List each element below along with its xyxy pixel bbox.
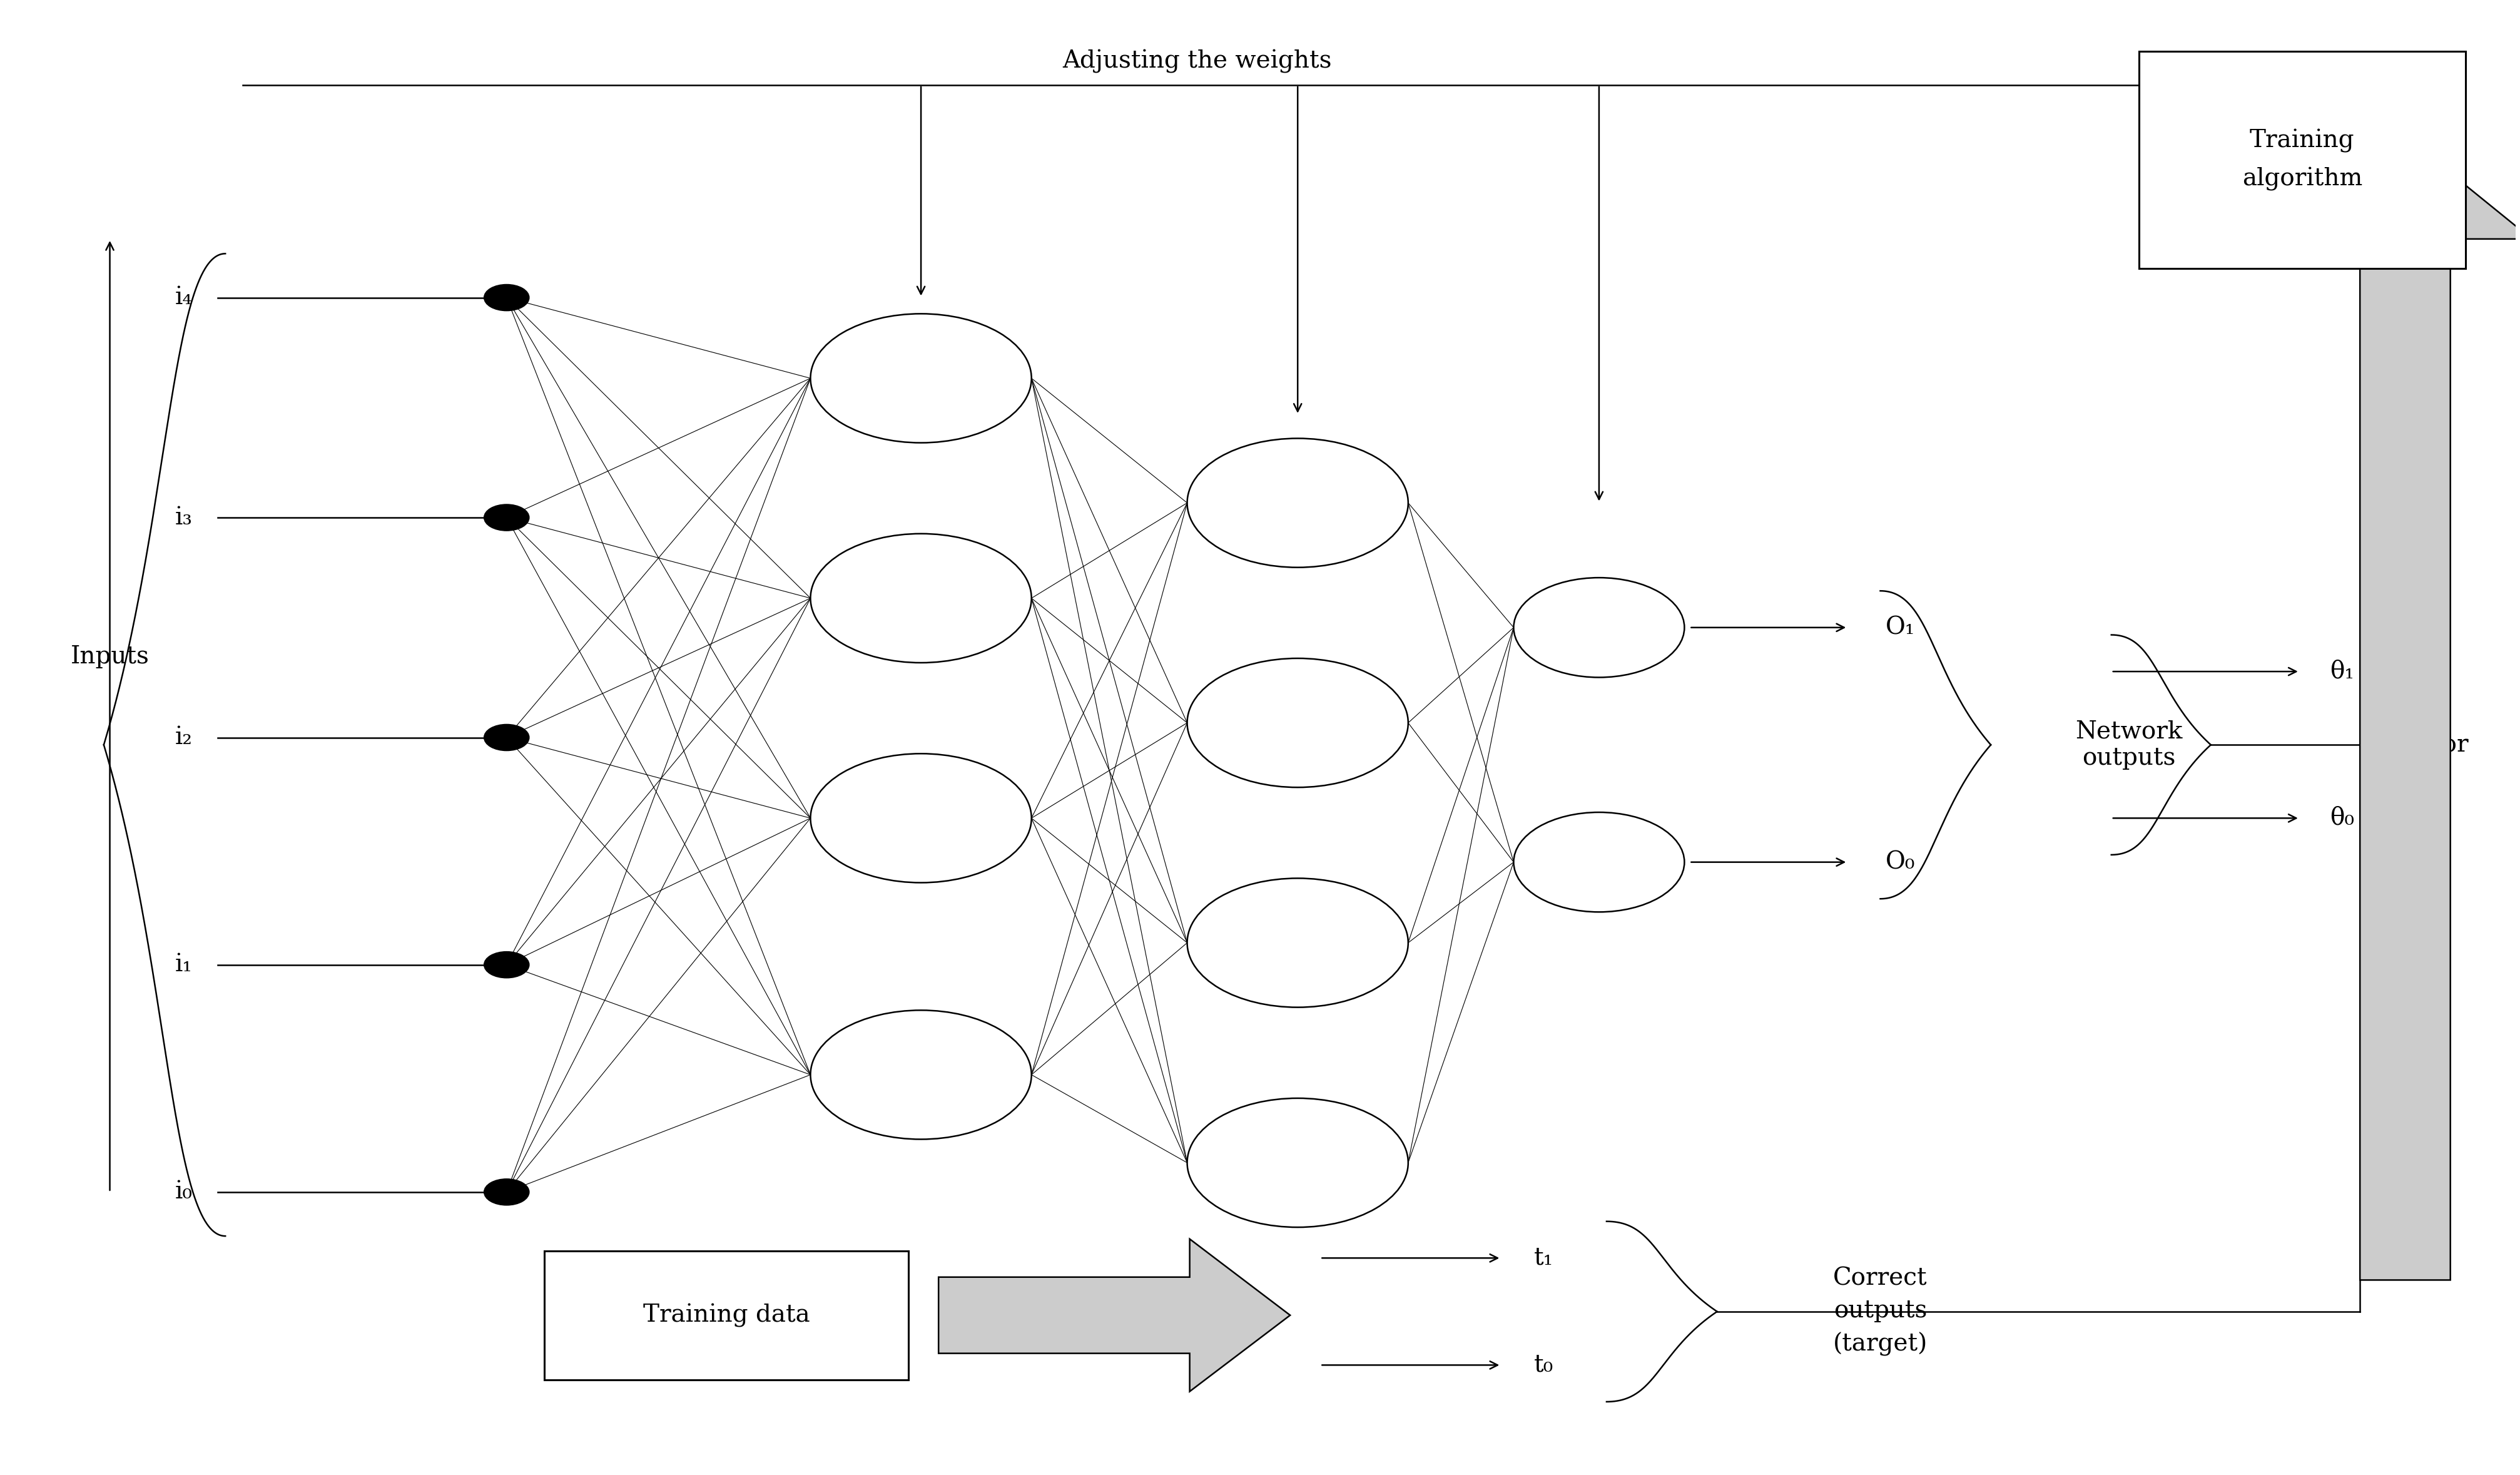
Polygon shape	[937, 1239, 1290, 1391]
Circle shape	[1187, 438, 1409, 568]
Circle shape	[1515, 813, 1683, 912]
Text: O₀: O₀	[1885, 851, 1915, 873]
Text: Adjusting the weights: Adjusting the weights	[1063, 50, 1333, 74]
Text: i₁: i₁	[176, 953, 192, 976]
Text: θ₁: θ₁	[2331, 659, 2354, 683]
Polygon shape	[2278, 136, 2520, 1280]
FancyBboxPatch shape	[2139, 52, 2465, 268]
Text: i₄: i₄	[176, 286, 192, 310]
Text: θ₀: θ₀	[2331, 807, 2354, 830]
Circle shape	[484, 951, 529, 978]
Text: Training data: Training data	[643, 1304, 809, 1328]
Text: Inputs: Inputs	[71, 645, 149, 668]
Text: t₁: t₁	[1535, 1246, 1552, 1270]
Text: O₁: O₁	[1885, 617, 1915, 639]
Circle shape	[484, 504, 529, 531]
Circle shape	[484, 285, 529, 311]
Text: i₃: i₃	[176, 506, 192, 530]
Circle shape	[811, 1010, 1031, 1139]
Circle shape	[811, 314, 1031, 442]
Text: i₂: i₂	[176, 726, 192, 749]
FancyBboxPatch shape	[544, 1251, 907, 1379]
Circle shape	[811, 534, 1031, 662]
Text: Network
outputs: Network outputs	[2076, 720, 2182, 770]
Circle shape	[1515, 578, 1683, 677]
Text: i₀: i₀	[176, 1180, 192, 1204]
Circle shape	[1187, 1099, 1409, 1227]
Circle shape	[484, 724, 529, 751]
Text: Correct
outputs
(target): Correct outputs (target)	[1832, 1267, 1928, 1356]
Text: Error: Error	[2402, 733, 2470, 757]
Circle shape	[484, 1179, 529, 1205]
Circle shape	[1187, 878, 1409, 1007]
Text: Training
algorithm: Training algorithm	[2243, 128, 2361, 190]
Circle shape	[1187, 658, 1409, 788]
Circle shape	[811, 754, 1031, 882]
Text: t₀: t₀	[1535, 1354, 1552, 1376]
